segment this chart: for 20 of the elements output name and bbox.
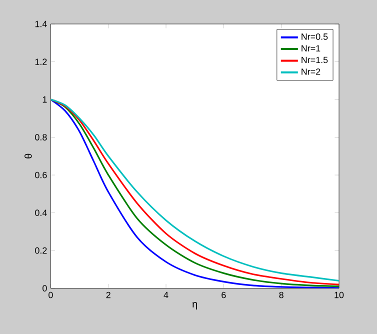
y-tick-label: 1.2 (35, 58, 47, 65)
y-tick-label: 0.6 (35, 172, 47, 178)
y-tick-label: 0.8 (35, 134, 47, 140)
x-tick-label: 10 (334, 292, 344, 298)
legend-label: Nr=1 (302, 45, 320, 52)
legend-label: Nr=2 (302, 68, 320, 75)
legend-label: Nr=0.5 (302, 33, 328, 40)
y-tick-label: 0.2 (35, 247, 47, 254)
x-tick-label: 8 (279, 292, 284, 298)
y-tick-label: 0 (42, 285, 47, 292)
legend-label: Nr=1.5 (302, 56, 328, 64)
y-tick-label: 1 (42, 96, 47, 103)
x-tick-label: 6 (222, 292, 226, 298)
x-tick-label: 2 (106, 292, 110, 298)
x-axis-title: η (192, 302, 197, 310)
y-tick-label: 0.4 (35, 210, 47, 216)
y-axis-title: θ (24, 154, 32, 158)
y-tick-label: 1.4 (35, 20, 47, 28)
x-tick-label: 4 (164, 292, 168, 298)
x-tick-label: 0 (48, 292, 53, 298)
